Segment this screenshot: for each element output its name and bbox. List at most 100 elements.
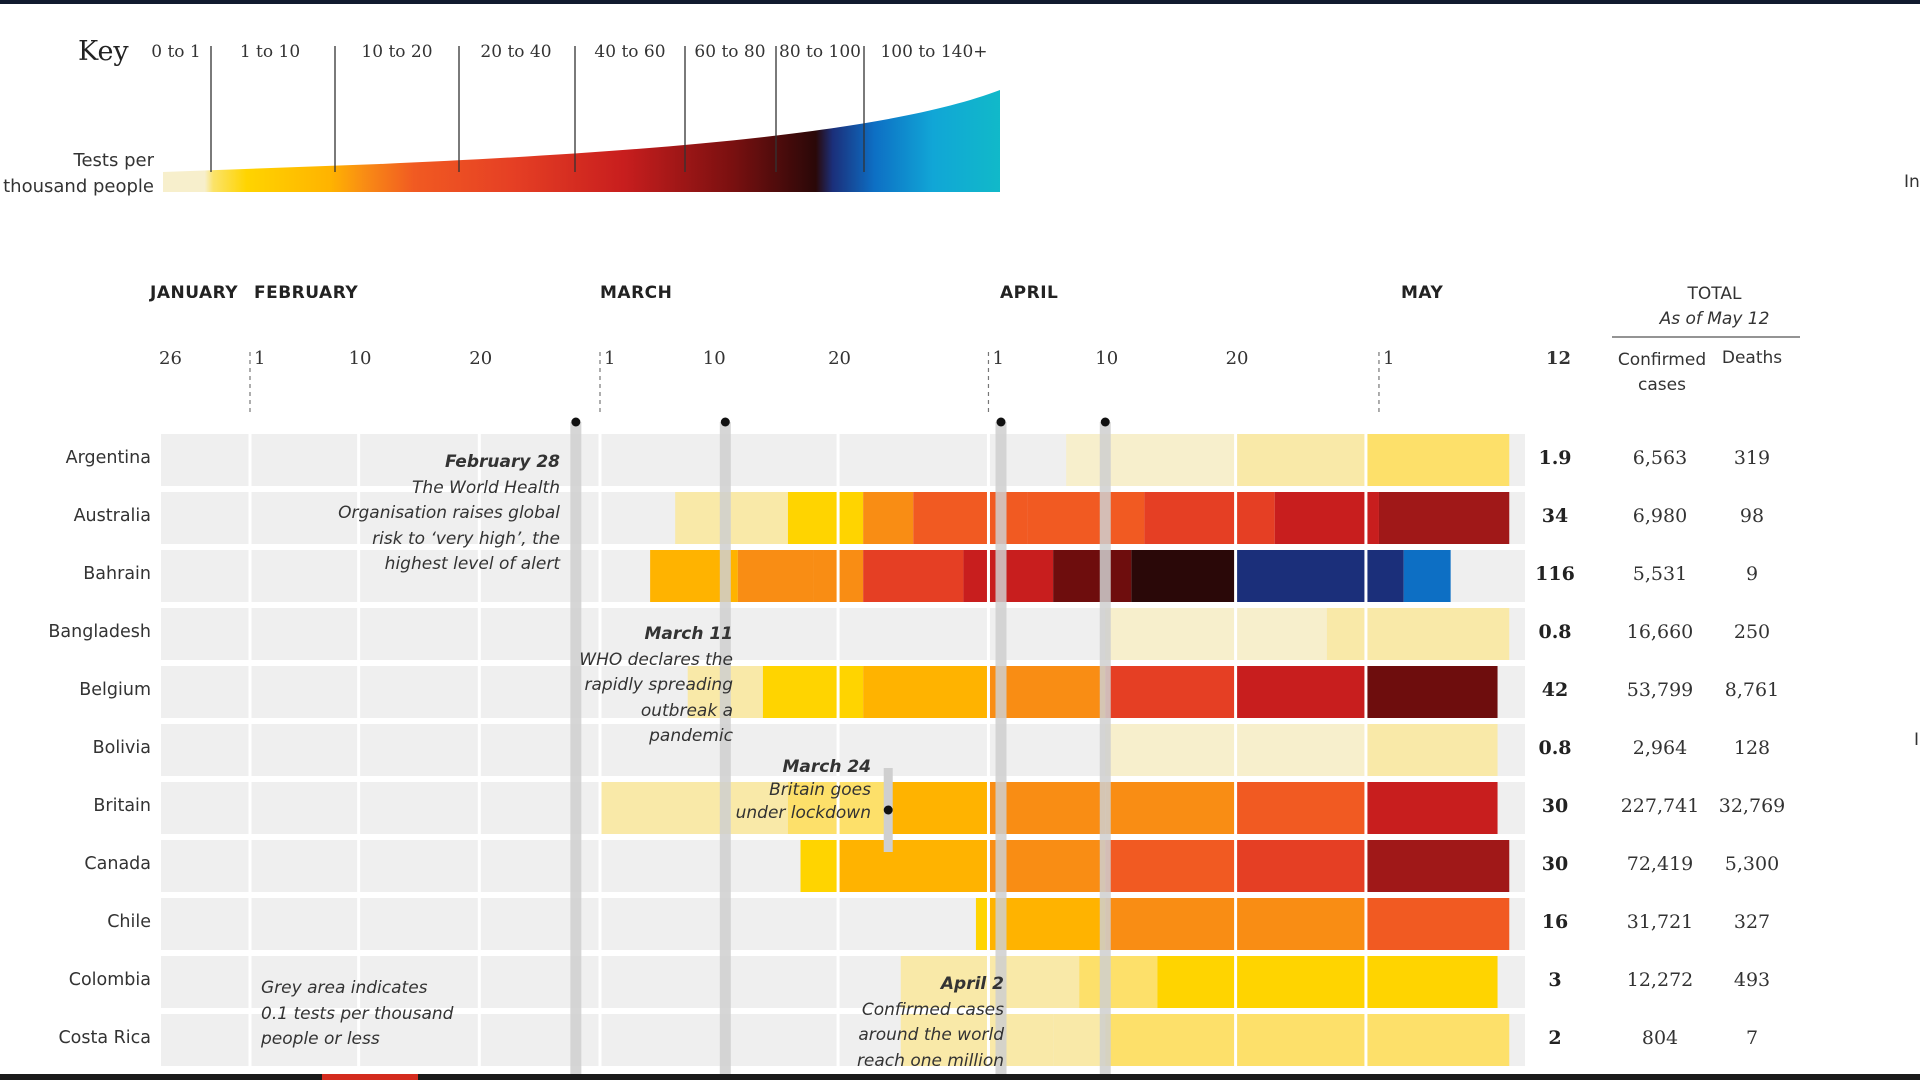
tests-value: 1.9 bbox=[1538, 447, 1572, 469]
confirmed-cases-value: 804 bbox=[1641, 1027, 1679, 1049]
tests-value: 0.8 bbox=[1538, 621, 1572, 643]
annotation-mar24-date: March 24 bbox=[782, 757, 871, 777]
heat-cell bbox=[1365, 724, 1498, 776]
deaths-value: 98 bbox=[1739, 505, 1765, 527]
deaths-value: 128 bbox=[1733, 737, 1771, 759]
day-label: 10 bbox=[702, 348, 726, 369]
country-label: Bangladesh bbox=[48, 622, 151, 642]
deaths-value: 5,300 bbox=[1724, 853, 1780, 875]
heat-cell bbox=[1131, 550, 1236, 602]
key-label-line2: thousand people bbox=[3, 176, 154, 197]
confirmed-cases-value: 2,964 bbox=[1632, 737, 1688, 759]
heat-cell bbox=[1053, 1014, 1106, 1066]
heat-cell bbox=[1053, 550, 1132, 602]
key-label: Tests per thousand people bbox=[0, 148, 154, 200]
heat-cell bbox=[1235, 434, 1366, 486]
heat-cell bbox=[988, 782, 1106, 834]
tests-value: 16 bbox=[1541, 911, 1569, 933]
heat-cell bbox=[737, 550, 814, 602]
key-range-label: 20 to 40 bbox=[480, 42, 552, 62]
heat-cell bbox=[675, 492, 788, 544]
tests-value: 0.8 bbox=[1538, 737, 1572, 759]
heat-cell bbox=[988, 666, 1106, 718]
heat-cell bbox=[1157, 956, 1498, 1008]
confirmed-cases-value: 31,721 bbox=[1626, 911, 1694, 933]
annotation-mar11-date: March 11 bbox=[644, 624, 733, 644]
key-range-label: 1 to 10 bbox=[239, 42, 301, 62]
deaths-header: Deaths bbox=[1721, 348, 1783, 368]
day-label: 26 bbox=[159, 348, 182, 369]
heat-cell bbox=[1105, 782, 1236, 834]
heat-cell bbox=[1235, 550, 1366, 602]
annotation-line: reach one million bbox=[856, 1050, 1004, 1071]
tests-value: 30 bbox=[1541, 853, 1569, 875]
totals-title: TOTAL bbox=[1687, 284, 1742, 304]
heat-cell bbox=[1235, 898, 1366, 950]
key-range-label: 60 to 80 bbox=[694, 42, 766, 62]
day-label: 1 bbox=[254, 348, 266, 369]
edge-text-right-top: In bbox=[1904, 172, 1920, 192]
day-label: 1 bbox=[992, 348, 1004, 369]
key-range-label: 100 to 140+ bbox=[880, 42, 988, 62]
day-label: 20 bbox=[1225, 348, 1249, 369]
day-label: 20 bbox=[828, 348, 851, 369]
event-dot bbox=[996, 417, 1006, 427]
heat-cell bbox=[800, 840, 839, 892]
edge-text-right-mid: I bbox=[1914, 730, 1920, 750]
tests-value: 2 bbox=[1548, 1027, 1562, 1049]
annotation-line: highest level of alert bbox=[384, 554, 560, 574]
heat-cell bbox=[863, 666, 989, 718]
confirmed-header-line1: Confirmed bbox=[1617, 350, 1707, 370]
annotation-line: WHO declares the bbox=[579, 649, 733, 670]
heat-cell bbox=[913, 492, 1028, 544]
heat-cell bbox=[1105, 1014, 1510, 1066]
confirmed-cases-value: 16,660 bbox=[1626, 621, 1694, 643]
heat-cell bbox=[1066, 434, 1236, 486]
confirmed-header-line2: cases bbox=[1638, 375, 1686, 395]
day-label: 20 bbox=[469, 348, 493, 369]
heat-cell bbox=[863, 550, 964, 602]
month-label: MAY bbox=[1401, 283, 1444, 303]
country-label: Canada bbox=[84, 854, 151, 874]
annotation-apr2-date: April 2 bbox=[940, 974, 1004, 994]
annotation-line: Grey area indicates bbox=[261, 978, 428, 998]
heat-cell bbox=[787, 492, 864, 544]
deaths-value: 32,769 bbox=[1718, 795, 1786, 817]
heat-cell bbox=[1105, 666, 1236, 718]
day-label-last: 12 bbox=[1546, 348, 1572, 369]
heat-cell bbox=[863, 492, 914, 544]
confirmed-cases-header: Confirmed cases bbox=[1600, 348, 1724, 398]
confirmed-cases-value: 227,741 bbox=[1620, 795, 1700, 817]
annotation-apr2: April 2 Confirmed cases around the world… bbox=[857, 972, 1004, 1074]
confirmed-cases-value: 6,980 bbox=[1632, 505, 1688, 527]
day-label: 10 bbox=[1095, 348, 1119, 369]
heat-cell bbox=[1235, 666, 1366, 718]
annotation-mar11: March 11 WHO declares the rapidly spread… bbox=[579, 622, 733, 750]
heat-cell bbox=[988, 840, 1106, 892]
confirmed-cases-value: 6,563 bbox=[1632, 447, 1688, 469]
confirmed-cases-value: 12,272 bbox=[1626, 969, 1694, 991]
deaths-value: 9 bbox=[1745, 563, 1759, 585]
heat-cell bbox=[1365, 666, 1498, 718]
deaths-value: 8,761 bbox=[1724, 679, 1780, 701]
key-title: Key bbox=[78, 36, 129, 67]
annotation-line: rapidly spreading bbox=[584, 675, 734, 695]
country-label: Colombia bbox=[68, 970, 151, 990]
annotation-line: Organisation raises global bbox=[338, 503, 560, 523]
day-label: 1 bbox=[604, 348, 616, 369]
month-label: JANUARY bbox=[150, 283, 239, 303]
key-gradient-graphic bbox=[163, 46, 1000, 192]
country-label: Bolivia bbox=[92, 738, 151, 758]
country-label: Argentina bbox=[65, 448, 151, 468]
key-range-label: 0 to 1 bbox=[151, 42, 201, 62]
tests-value: 30 bbox=[1541, 795, 1569, 817]
country-label: Belgium bbox=[79, 680, 151, 700]
heat-cell bbox=[963, 550, 1054, 602]
heat-cell bbox=[900, 956, 1080, 1008]
heat-cell bbox=[1365, 782, 1498, 834]
day-label: 10 bbox=[348, 348, 372, 369]
heat-cell bbox=[762, 666, 864, 718]
heat-cell bbox=[1105, 608, 1327, 660]
event-dot bbox=[720, 417, 730, 427]
